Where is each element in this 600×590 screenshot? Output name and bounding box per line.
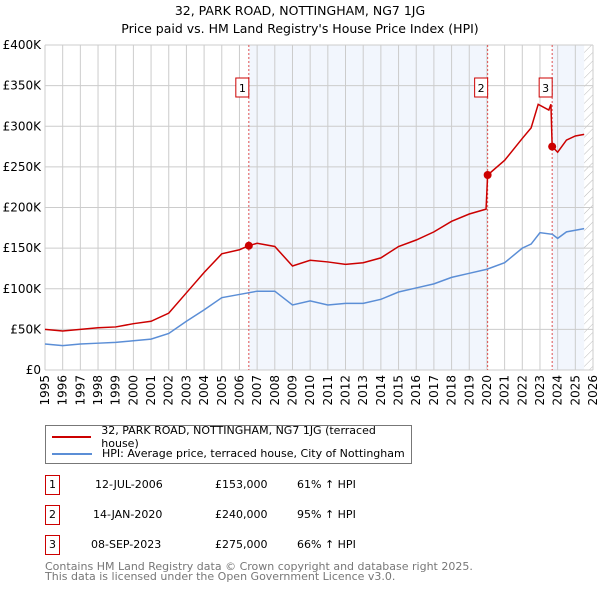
legend-item-hpi: HPI: Average price, terraced house, City… xyxy=(46,445,405,462)
x-tick-label: 1999 xyxy=(109,375,123,406)
x-tick-label: 2001 xyxy=(144,375,158,406)
x-tick-label: 2000 xyxy=(126,375,140,406)
sale-price: £153,000 xyxy=(215,478,268,491)
sale-point xyxy=(548,142,557,151)
sale-point xyxy=(483,171,492,179)
footer-copyright: Contains HM Land Registry data © Crown c… xyxy=(45,560,473,573)
x-tick-label: 2017 xyxy=(427,375,441,406)
sale-badge: 2 xyxy=(45,505,60,525)
x-tick-label: 2011 xyxy=(321,375,335,406)
x-tick-label: 2019 xyxy=(462,375,476,406)
chart-title: 32, PARK ROAD, NOTTINGHAM, NG7 1JG xyxy=(174,3,426,18)
legend: 32, PARK ROAD, NOTTINGHAM, NG7 1JG (terr… xyxy=(45,424,412,464)
transaction-row: 3 08-SEP-2023 £275,000 66% ↑ HPI xyxy=(45,535,465,555)
x-tick-label: 1996 xyxy=(56,375,70,406)
series-line xyxy=(44,103,585,332)
x-tick-label: 2020 xyxy=(480,375,494,406)
y-tick-label: £150K xyxy=(3,241,43,255)
x-tick-label: 2004 xyxy=(197,375,211,406)
x-tick-label: 2022 xyxy=(515,375,529,406)
x-tick-label: 2010 xyxy=(303,375,317,406)
x-tick-label: 2002 xyxy=(162,375,176,406)
sale-price: £240,000 xyxy=(215,508,268,521)
transaction-row: 1 12-JUL-2006 £153,000 61% ↑ HPI xyxy=(45,475,465,495)
sale-label: 3 xyxy=(542,82,549,95)
legend-item-property: 32, PARK ROAD, NOTTINGHAM, NG7 1JG (terr… xyxy=(46,424,411,450)
x-tick-label: 2023 xyxy=(533,375,547,406)
transaction-row: 2 14-JAN-2020 £240,000 95% ↑ HPI xyxy=(45,505,465,525)
x-tick-label: 2026 xyxy=(586,375,600,406)
sale-point xyxy=(244,241,253,250)
sale-date: 14-JAN-2020 xyxy=(93,508,163,521)
legend-swatch xyxy=(52,452,92,455)
y-tick-label: £0 xyxy=(26,363,41,377)
x-tick-label: 2012 xyxy=(339,375,353,406)
x-tick-label: 2005 xyxy=(215,375,229,406)
x-tick-label: 2008 xyxy=(268,375,282,406)
sale-label: 2 xyxy=(478,82,485,95)
x-tick-label: 2016 xyxy=(409,375,423,406)
legend-swatch xyxy=(52,435,92,438)
sale-price: £275,000 xyxy=(215,538,268,551)
footer-licence: This data is licensed under the Open Gov… xyxy=(45,570,396,583)
x-tick-label: 2018 xyxy=(445,375,459,406)
sale-label-box xyxy=(235,77,250,98)
sale-label-box xyxy=(474,77,489,98)
sale-date: 12-JUL-2006 xyxy=(95,478,163,491)
sale-badge: 3 xyxy=(45,535,60,555)
x-tick-label: 2024 xyxy=(551,375,565,406)
y-tick-label: £400K xyxy=(3,38,43,52)
sale-label: 1 xyxy=(239,82,246,95)
sale-date: 08-SEP-2023 xyxy=(91,538,162,551)
y-tick-label: £350K xyxy=(3,79,43,93)
sale-hpi: 61% ↑ HPI xyxy=(297,478,356,491)
sale-hpi: 66% ↑ HPI xyxy=(297,538,356,551)
y-tick-label: £250K xyxy=(3,160,43,174)
x-tick-label: 2003 xyxy=(179,375,193,406)
chart-subtitle: Price paid vs. HM Land Registry's House … xyxy=(121,21,479,36)
x-tick-label: 2009 xyxy=(285,375,299,406)
x-tick-label: 2025 xyxy=(568,375,582,406)
y-tick-label: £300K xyxy=(3,119,43,133)
sale-badge: 1 xyxy=(45,475,60,495)
y-tick-label: £50K xyxy=(10,322,42,336)
x-tick-label: 2006 xyxy=(232,375,246,406)
x-tick-label: 2007 xyxy=(250,375,264,406)
sale-hpi: 95% ↑ HPI xyxy=(297,508,356,521)
x-tick-label: 2021 xyxy=(498,375,512,406)
series-line xyxy=(44,227,585,347)
x-tick-label: 1997 xyxy=(73,375,87,406)
legend-label: HPI: Average price, terraced house, City… xyxy=(102,447,405,460)
x-tick-label: 1995 xyxy=(38,375,52,406)
sale-label-box xyxy=(538,77,553,98)
x-tick-label: 2013 xyxy=(356,375,370,406)
x-tick-label: 1998 xyxy=(91,375,105,406)
legend-label: 32, PARK ROAD, NOTTINGHAM, NG7 1JG (terr… xyxy=(101,423,376,450)
price-chart: 1995 1996 1997 1998 1999 2000 2001 2002 2003 2004… xyxy=(3,38,600,406)
y-tick-label: £200K xyxy=(3,201,43,215)
y-tick-label: £100K xyxy=(3,282,43,296)
x-tick-label: 2014 xyxy=(374,375,388,406)
x-tick-label: 2015 xyxy=(392,375,406,406)
